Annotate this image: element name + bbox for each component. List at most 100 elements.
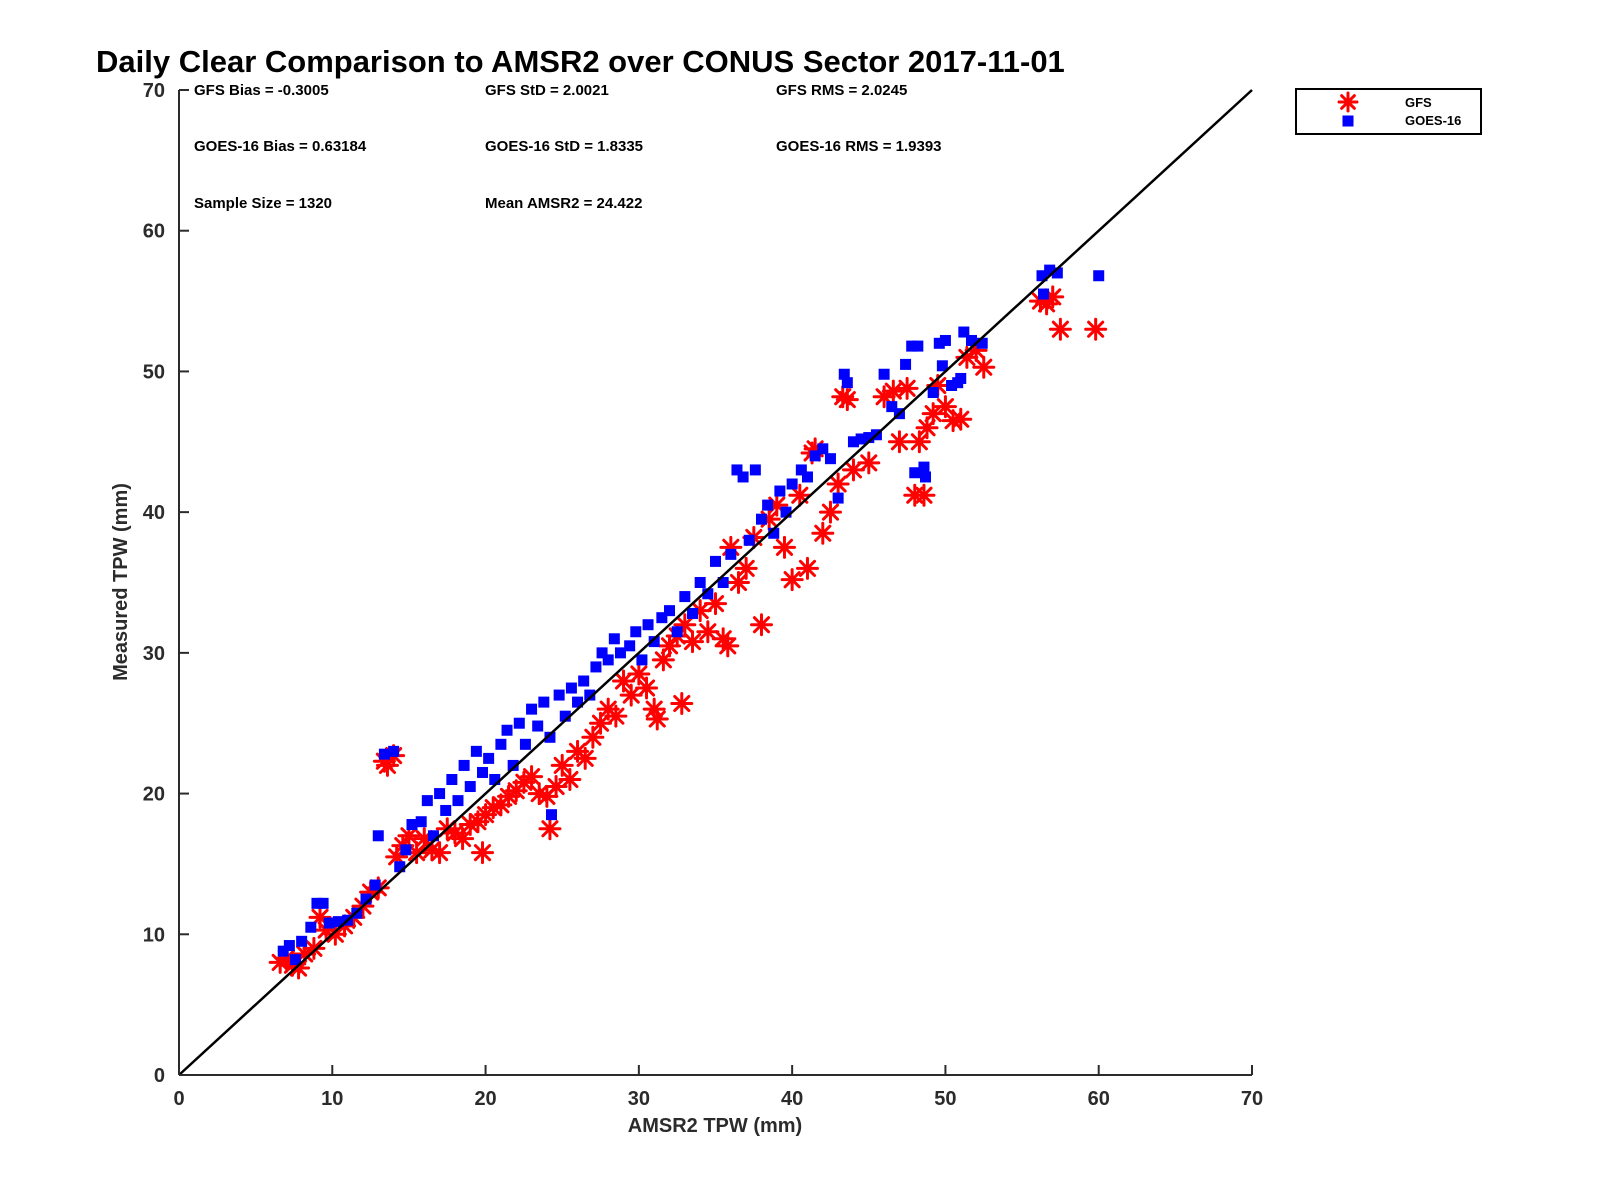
goes-16-point xyxy=(795,464,807,476)
goes-16-point xyxy=(1093,270,1105,282)
goes-16-point xyxy=(642,619,654,631)
data-points-layer xyxy=(268,264,1108,980)
goes-16-point xyxy=(400,844,412,856)
goes-16-point xyxy=(955,372,967,384)
goes-16-point xyxy=(933,337,945,349)
gfs-point xyxy=(520,765,544,789)
goes-16-point xyxy=(702,588,714,600)
goes-16-point xyxy=(289,954,301,966)
goes-16-point xyxy=(538,696,550,708)
goes-16-point xyxy=(965,334,977,346)
goes-16-point xyxy=(578,675,590,687)
goes-16-point xyxy=(1051,267,1063,279)
gfs-point xyxy=(471,841,495,865)
goes-16-point xyxy=(801,471,813,483)
legend: GFS GOES-16 xyxy=(1295,88,1482,135)
series-gfs xyxy=(268,285,1108,980)
x-tick-label: 30 xyxy=(628,1088,650,1110)
goes-16-point xyxy=(590,661,602,673)
goes-16-point xyxy=(909,467,921,479)
goes-16-point xyxy=(774,485,786,497)
goes-16-point xyxy=(296,935,308,947)
gfs-point xyxy=(841,458,865,482)
goes-16-point xyxy=(1044,264,1056,276)
goes-16-point xyxy=(608,633,620,645)
stat-gfs-bias: GFS Bias = -0.3005 xyxy=(194,82,329,99)
gfs-point xyxy=(1048,317,1072,341)
goes-16-point xyxy=(958,326,970,338)
goes-16-point xyxy=(501,724,513,736)
gfs-point xyxy=(972,355,996,379)
goes-16-point xyxy=(906,340,918,352)
goes-16-point xyxy=(470,745,482,757)
x-tick-label: 70 xyxy=(1241,1088,1263,1110)
goes-16-point xyxy=(394,861,406,873)
goes-16-point xyxy=(596,647,608,659)
goes-16-point xyxy=(532,720,544,732)
goes-16-point xyxy=(434,788,446,800)
gfs-point xyxy=(558,768,582,791)
goes-16-point xyxy=(440,804,452,816)
goes-16-point xyxy=(277,945,289,957)
goes-16-point xyxy=(572,696,584,708)
goes-16-point xyxy=(936,360,948,372)
gfs-point xyxy=(881,379,905,403)
y-tick-label: 60 xyxy=(143,221,165,243)
goes-16-point xyxy=(624,640,636,652)
goes-16-point xyxy=(406,819,418,831)
goes-16-point xyxy=(483,752,495,764)
gfs-point xyxy=(887,430,911,454)
gfs-point xyxy=(538,817,562,841)
goes-16-point xyxy=(421,795,433,807)
goes-16-point xyxy=(786,478,798,490)
goes-16-point xyxy=(477,766,489,778)
gfs-point xyxy=(1084,317,1108,341)
gfs-point xyxy=(645,707,669,731)
gfs-point xyxy=(795,556,819,580)
gfs-point xyxy=(895,376,919,400)
goes-16-point xyxy=(584,689,596,701)
goes-16-point xyxy=(369,879,381,891)
series-goes-16 xyxy=(277,264,1105,966)
legend-gfs-label: GFS xyxy=(1405,95,1432,110)
gfs-point xyxy=(696,620,720,644)
goes-16-point xyxy=(427,830,439,842)
goes-16-point xyxy=(946,380,958,391)
goes-16-point xyxy=(311,897,323,909)
x-tick-label: 60 xyxy=(1088,1088,1110,1110)
goes-16-point xyxy=(918,461,930,473)
goes-16-point xyxy=(939,334,951,346)
goes-16-point xyxy=(927,387,939,399)
y-axis-label: Measured TPW (mm) xyxy=(110,483,132,681)
goes-16-point xyxy=(559,710,571,722)
goes-16-point xyxy=(717,577,729,588)
gfs-point xyxy=(535,784,559,808)
goes-16-point xyxy=(664,605,676,617)
goes-16-point xyxy=(912,340,924,352)
goes-16-point xyxy=(838,368,850,380)
x-tick-label: 50 xyxy=(934,1088,956,1110)
goes-16-point xyxy=(694,577,706,588)
goes-16-point xyxy=(283,940,295,952)
goes-16-point xyxy=(526,703,538,715)
goes-16-point xyxy=(768,527,780,539)
legend-box xyxy=(1295,88,1482,135)
legend-gfs-marker xyxy=(1337,91,1359,113)
goes-16-point xyxy=(679,591,691,603)
y-tick-label: 70 xyxy=(143,80,165,102)
gfs-point xyxy=(716,634,740,658)
gfs-point xyxy=(835,388,859,412)
legend-square-icon xyxy=(1342,115,1354,127)
goes-16-point xyxy=(755,513,767,525)
x-tick-label: 20 xyxy=(474,1088,496,1110)
goes-16-point xyxy=(332,916,344,928)
goes-16-point xyxy=(832,492,844,504)
goes-16-point xyxy=(878,368,890,380)
stat-gfs-rms: GFS RMS = 2.0245 xyxy=(776,82,907,99)
goes-16-point xyxy=(847,436,859,448)
gfs-point xyxy=(619,683,643,707)
goes-16-point xyxy=(519,738,531,750)
gfs-point xyxy=(302,936,326,960)
goes-16-point xyxy=(743,534,755,546)
